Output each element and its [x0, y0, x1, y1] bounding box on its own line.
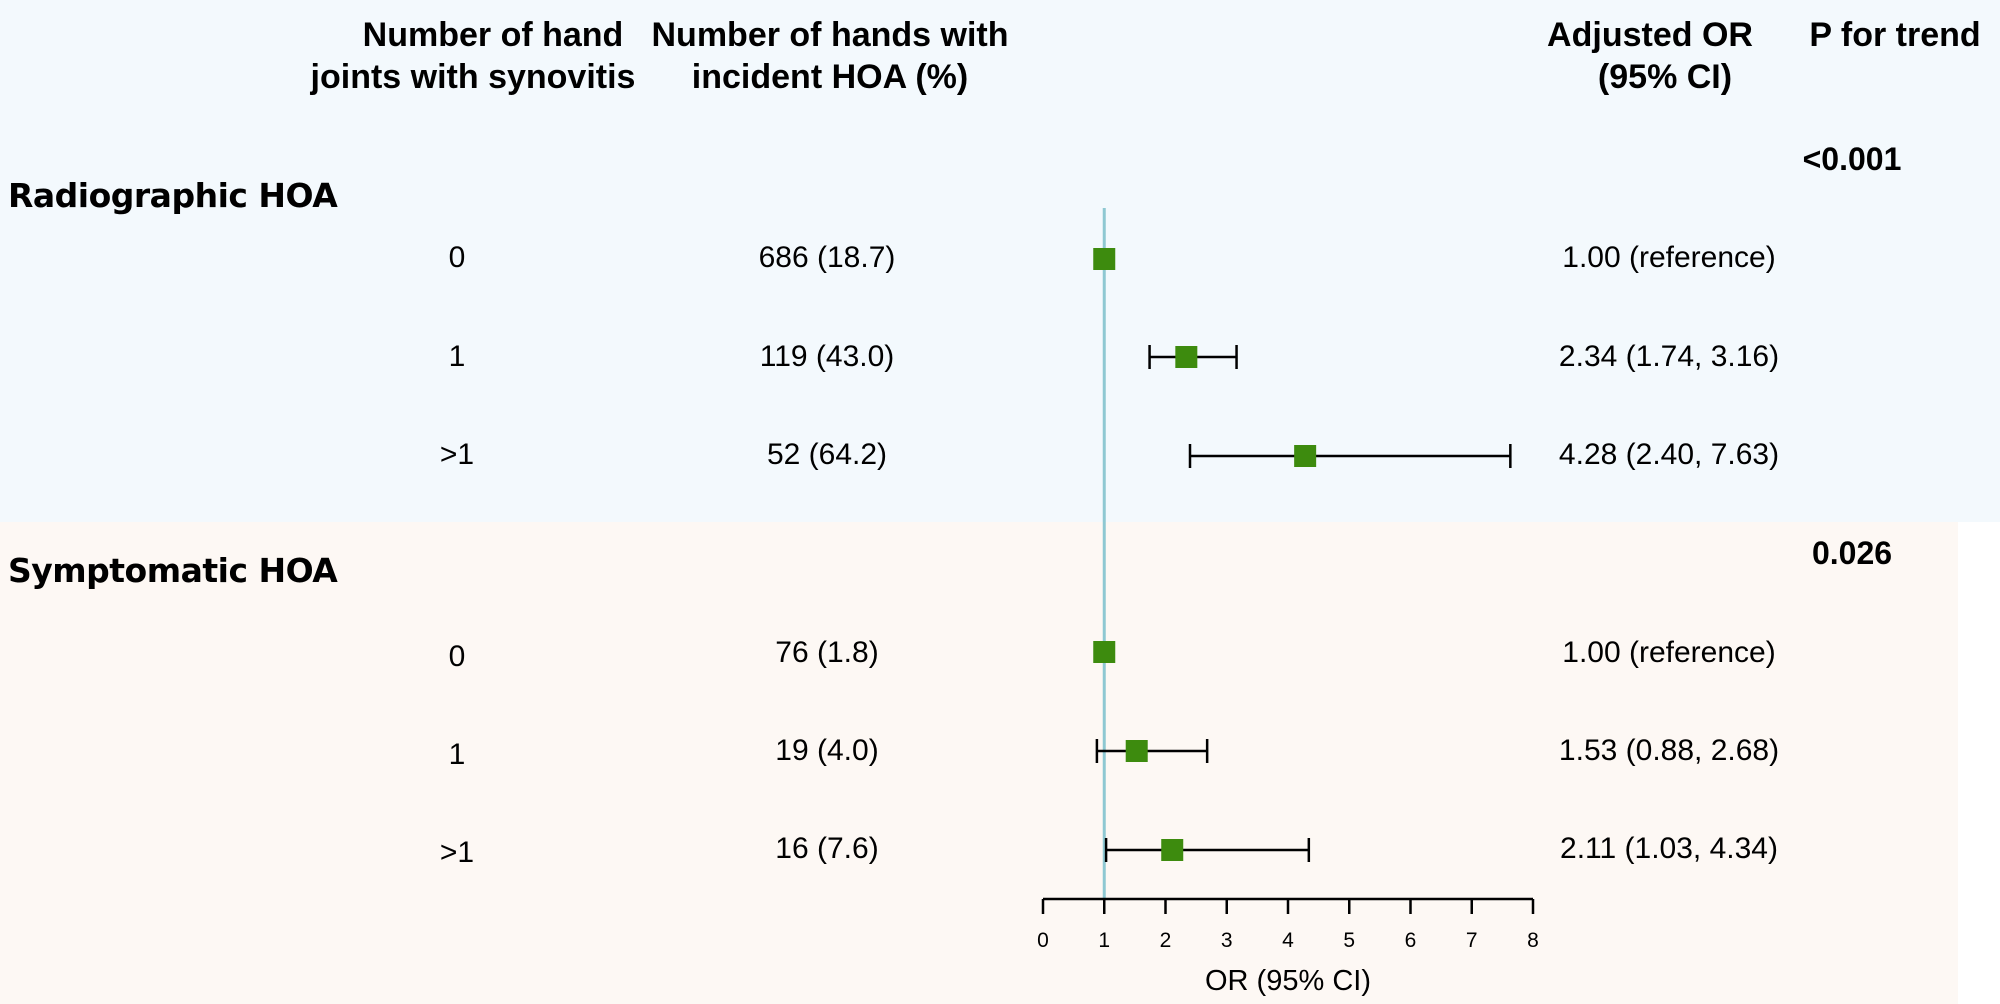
row-radiographic-2-incident: 52 (64.2)	[766, 438, 888, 471]
header-p-for-trend: P for trend	[1800, 14, 1990, 56]
or-marker-radiographic-2	[1294, 445, 1317, 467]
section-title-radiographic: Radiographic HOA	[8, 176, 338, 215]
header-synovitis: Number of hand joints with synovitis	[298, 14, 648, 98]
row-symptomatic-0-joints: 0	[448, 640, 466, 673]
header-synovitis-line2: joints with synovitis	[310, 58, 636, 96]
header-or-line2: (95% CI)	[1597, 58, 1733, 96]
header-adjusted-or: Adjusted OR (95% CI)	[1540, 14, 1790, 98]
x-tick-label-8: 8	[1527, 929, 1539, 952]
row-symptomatic-1-incident: 19 (4.0)	[775, 734, 879, 767]
section-title-symptomatic: Symptomatic HOA	[8, 551, 338, 590]
x-tick-label-5: 5	[1343, 929, 1355, 952]
row-radiographic-2-or: 4.28 (2.40, 7.63)	[1558, 438, 1780, 471]
row-radiographic-0-or: 1.00 (reference)	[1562, 241, 1776, 274]
x-tick-label-0: 0	[1037, 929, 1049, 952]
header-ptrend-text: P for trend	[1809, 16, 1981, 54]
header-incident: Number of hands with incident HOA (%)	[645, 14, 1015, 98]
row-symptomatic-1-or: 1.53 (0.88, 2.68)	[1558, 734, 1780, 767]
row-symptomatic-0-incident: 76 (1.8)	[775, 636, 879, 669]
row-symptomatic-0-or: 1.00 (reference)	[1562, 636, 1776, 669]
x-tick-label-3: 3	[1221, 929, 1233, 952]
symptomatic-section-background	[0, 522, 1958, 1004]
or-marker-symptomatic-1	[1125, 740, 1148, 762]
or-marker-radiographic-1	[1175, 346, 1198, 368]
header-synovitis-line1: Number of hand	[362, 16, 624, 54]
x-tick-label-4: 4	[1282, 929, 1294, 952]
p-trend-symptomatic: 0.026	[1811, 535, 1893, 571]
x-tick-label-6: 6	[1405, 929, 1417, 952]
x-axis-title: OR (95% CI)	[1205, 965, 1371, 997]
header-or-line1: Adjusted OR	[1547, 16, 1753, 54]
p-trend-radiographic: <0.001	[1802, 141, 1902, 177]
row-symptomatic-2-or: 2.11 (1.03, 4.34)	[1560, 832, 1778, 865]
row-symptomatic-2-joints: >1	[439, 836, 475, 869]
row-symptomatic-1-joints: 1	[448, 738, 466, 771]
row-symptomatic-2-incident: 16 (7.6)	[775, 832, 879, 865]
x-tick-label-2: 2	[1160, 929, 1172, 952]
x-tick-label-1: 1	[1098, 929, 1110, 952]
radiographic-section-background	[0, 0, 2000, 522]
or-marker-symptomatic-0	[1093, 641, 1116, 663]
or-marker-symptomatic-2	[1161, 839, 1184, 861]
or-marker-radiographic-0	[1093, 248, 1116, 270]
row-radiographic-0-incident: 686 (18.7)	[758, 241, 896, 274]
row-radiographic-1-joints: 1	[448, 340, 466, 373]
row-radiographic-2-joints: >1	[439, 438, 475, 471]
x-tick-label-7: 7	[1466, 929, 1478, 952]
header-incident-line1: Number of hands with	[651, 16, 1009, 54]
header-incident-line2: incident HOA (%)	[691, 58, 969, 96]
row-radiographic-1-incident: 119 (43.0)	[759, 340, 895, 373]
row-radiographic-0-joints: 0	[448, 241, 466, 274]
row-radiographic-1-or: 2.34 (1.74, 3.16)	[1558, 340, 1780, 373]
